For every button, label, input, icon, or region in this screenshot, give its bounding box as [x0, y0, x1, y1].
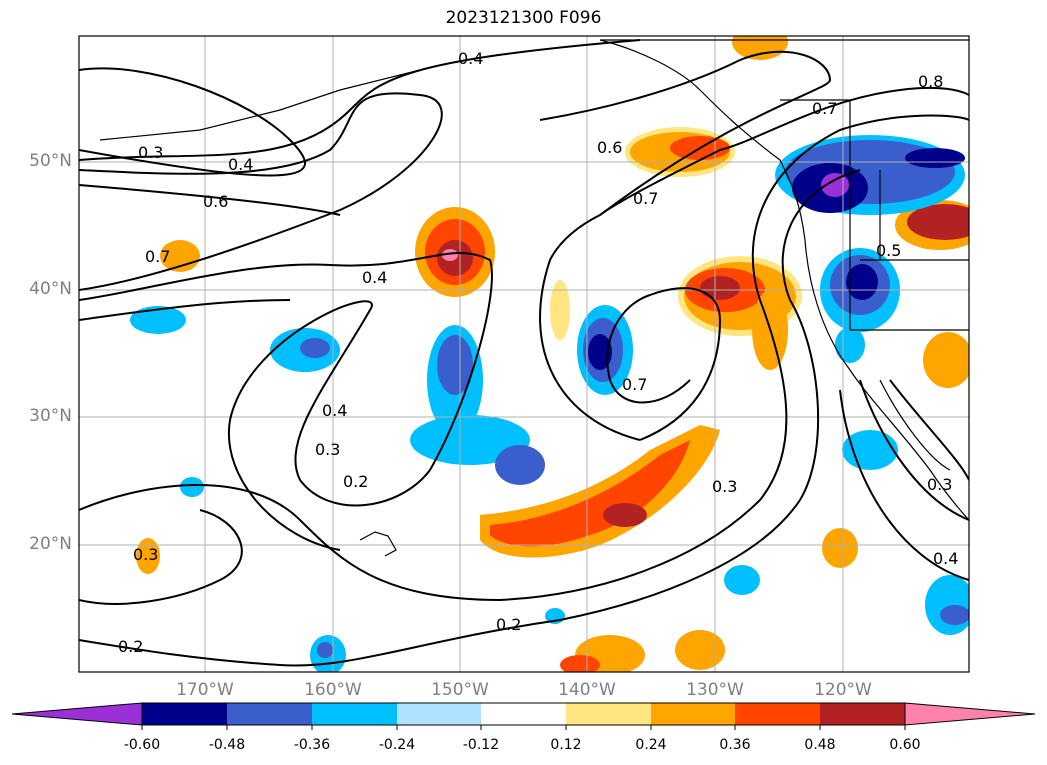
- colorbar-bin: [142, 703, 227, 725]
- contour-label: 0.3: [927, 475, 952, 494]
- lon-label: 140°W: [558, 680, 616, 700]
- contour-label: 0.6: [203, 192, 228, 211]
- lat-label: 30°N: [29, 406, 72, 426]
- lon-label: 170°W: [176, 680, 234, 700]
- graticule: [79, 36, 969, 672]
- contour-label: 0.4: [228, 155, 253, 174]
- colorbar: [11, 702, 1036, 730]
- lat-label: 50°N: [29, 151, 72, 171]
- contour-label: 0.4: [933, 549, 958, 568]
- colorbar-max-extension: [904, 702, 1036, 726]
- contour-label: 0.3: [138, 143, 163, 162]
- colorbar-tick-label: 0.48: [804, 737, 836, 753]
- map-title: 2023121300 F096: [445, 8, 602, 28]
- contour-label: 0.4: [458, 49, 483, 68]
- contour-label: 0.6: [597, 138, 622, 157]
- colorbar-min-extension: [11, 702, 143, 726]
- contour-label: 0.3: [133, 545, 158, 564]
- colorbar-bin: [481, 703, 566, 725]
- colorbar-bin: [735, 703, 820, 725]
- contour-lines: [79, 39, 969, 667]
- colorbar-tick-label: -0.12: [462, 737, 500, 753]
- contour-label: 0.7: [812, 99, 837, 118]
- contour-label: 0.2: [343, 472, 368, 491]
- colorbar-bin: [566, 703, 651, 725]
- colorbar-bin: [397, 703, 481, 725]
- contour-label: 0.7: [622, 375, 647, 394]
- contour-label: 0.4: [362, 268, 387, 287]
- contour-label: 0.7: [633, 189, 658, 208]
- colorbar-tick-label: 0.36: [719, 737, 751, 753]
- colorbar-bin: [227, 703, 312, 725]
- colorbar-tick-label: 0.24: [635, 737, 667, 753]
- contour-label: 0.3: [712, 477, 737, 496]
- colorbar-bin: [820, 703, 905, 725]
- lon-label: 150°W: [431, 680, 489, 700]
- lon-label: 120°W: [814, 680, 872, 700]
- colorbar-bin: [312, 703, 397, 725]
- lon-label: 130°W: [686, 680, 744, 700]
- colorbar-bin: [651, 703, 735, 725]
- colorbar-tick-label: 0.60: [889, 737, 921, 753]
- colorbar-tick-label: -0.48: [208, 737, 246, 753]
- contour-label: 0.5: [876, 241, 901, 260]
- contour-label: 0.4: [322, 401, 347, 420]
- lat-label: 40°N: [29, 279, 72, 299]
- contour-label: 0.8: [918, 72, 943, 91]
- lat-label: 20°N: [29, 534, 72, 554]
- contour-label: 0.3: [315, 440, 340, 459]
- colorbar-tick-label: -0.24: [378, 737, 416, 753]
- contour-label-layer: 0.4 0.8 0.3 0.4 0.6 0.7 0.6 0.7 0.5 0.7 …: [118, 49, 958, 656]
- contour-label: 0.2: [496, 615, 521, 634]
- colorbar-tick-label: -0.60: [123, 737, 161, 753]
- lon-label: 160°W: [304, 680, 362, 700]
- contour-label: 0.7: [145, 247, 170, 266]
- coastlines: [99, 39, 969, 557]
- contour-label: 0.2: [118, 637, 143, 656]
- colorbar-tick-label: 0.12: [550, 737, 582, 753]
- colorbar-tick-label: -0.36: [293, 737, 331, 753]
